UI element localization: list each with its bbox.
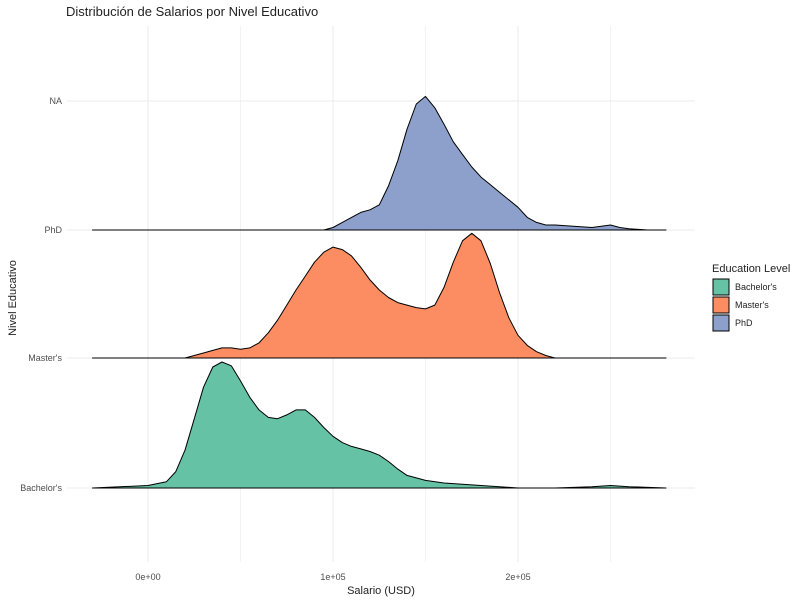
legend-label: Master's [735, 300, 769, 310]
y-tick-label: Master's [28, 353, 62, 363]
legend-entries: Bachelor's Master's PhD [712, 278, 777, 332]
legend-label: Bachelor's [735, 282, 777, 292]
y-tick-label: Bachelor's [20, 483, 62, 493]
chart-title: Distribución de Salarios por Nivel Educa… [66, 4, 318, 19]
legend-label: PhD [735, 318, 753, 328]
legend-title: Education Level [712, 263, 790, 275]
x-tick-label: 2e+05 [505, 572, 530, 582]
legend-swatch [712, 314, 730, 332]
x-tick-label: 0e+00 [135, 572, 160, 582]
y-tick-label: PhD [44, 225, 62, 235]
ridge-phd [92, 95, 667, 231]
ridge-master-s [92, 232, 667, 359]
y-tick-label: NA [49, 96, 62, 106]
legend-swatch [712, 296, 730, 314]
legend-swatch [712, 278, 730, 296]
y-axis-title: Nivel Educativo [7, 260, 19, 336]
x-tick-label: 1e+05 [320, 572, 345, 582]
axis-ticks: 0e+00 1e+05 2e+05 Bachelor's Master's PhD NA [20, 96, 530, 582]
ridge-bachelor-s [92, 361, 667, 489]
legend: Education Level Bachelor's Master's PhD [712, 263, 790, 332]
x-axis-title: Salario (USD) [347, 585, 415, 597]
ridges [92, 95, 667, 489]
